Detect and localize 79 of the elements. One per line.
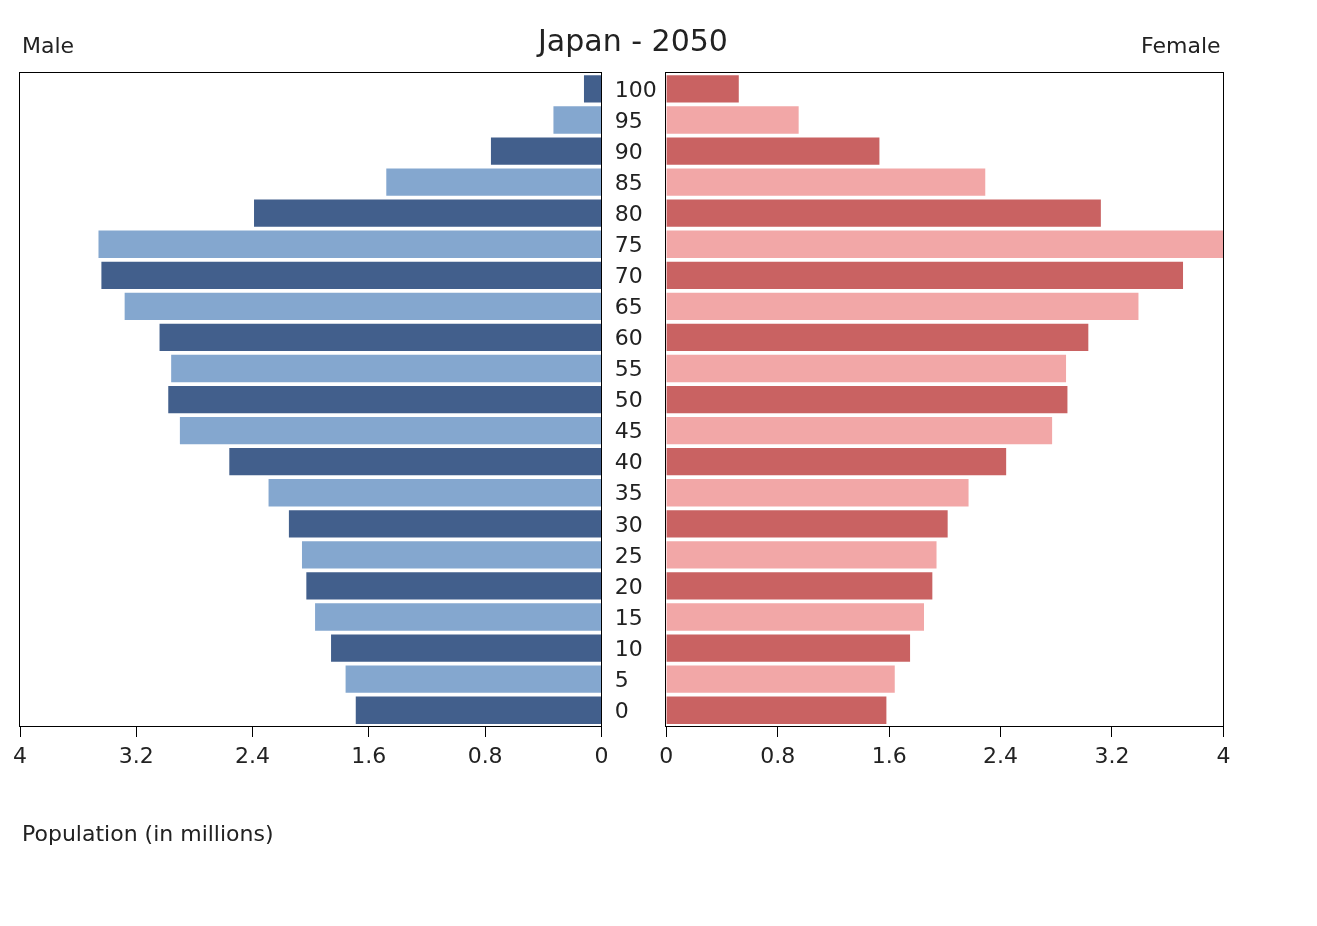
- x-tick-label: 2.4: [235, 743, 271, 769]
- x-tick-label: 2.4: [983, 743, 1019, 769]
- bar: [345, 665, 602, 693]
- bar: [666, 230, 1224, 258]
- y-tick-label: 65: [614, 294, 643, 320]
- bar: [229, 448, 602, 476]
- bar: [666, 323, 1089, 352]
- y-tick-label: 40: [614, 449, 643, 475]
- bar: [355, 696, 602, 724]
- y-tick-label: 95: [614, 107, 643, 133]
- bar: [268, 479, 602, 507]
- chart-title: Male: [22, 33, 75, 58]
- bar: [666, 354, 1067, 383]
- y-tick-label: 10: [614, 635, 643, 661]
- x-tick-label: 4: [1216, 743, 1231, 769]
- bar: [159, 323, 602, 352]
- bar: [306, 572, 602, 600]
- bar: [179, 416, 602, 445]
- bar: [331, 634, 602, 662]
- bar: [490, 137, 602, 165]
- y-tick-label: 75: [614, 231, 643, 257]
- bar: [315, 603, 602, 631]
- y-tick-label: 5: [614, 666, 629, 692]
- bar: [666, 510, 948, 538]
- x-tick-label: 0: [594, 743, 609, 769]
- y-tick-label: 15: [614, 604, 643, 630]
- bar: [666, 479, 969, 507]
- y-tick-label: 45: [614, 418, 643, 444]
- y-tick-label: 85: [614, 169, 643, 195]
- x-tick-label: 0.8: [467, 743, 503, 769]
- bar: [666, 75, 739, 103]
- x-tick-label: 1.6: [871, 743, 907, 769]
- bar: [666, 261, 1184, 289]
- x-tick-label: 3.2: [1094, 743, 1130, 769]
- bar: [666, 603, 924, 631]
- bar: [101, 261, 602, 289]
- y-tick-label: 20: [614, 573, 643, 599]
- bar: [288, 510, 602, 538]
- bar: [168, 385, 602, 414]
- y-tick-label: 90: [614, 138, 643, 164]
- bar: [666, 168, 986, 196]
- bar: [553, 106, 602, 134]
- bar: [666, 416, 1053, 445]
- text: Japan - 2050: [536, 23, 728, 58]
- x-tick-label: 0.8: [760, 743, 796, 769]
- y-tick-label: 60: [614, 325, 643, 351]
- bar: [98, 230, 602, 258]
- bar: [386, 168, 602, 196]
- x-tick-label: 4: [13, 743, 27, 769]
- y-tick-label: 0: [614, 697, 629, 723]
- y-tick-label: 80: [614, 200, 643, 226]
- y-tick-label: 50: [614, 387, 643, 413]
- bar: [583, 75, 602, 103]
- bar: [666, 106, 799, 134]
- bar: [124, 292, 602, 321]
- x-tick-label: 3.2: [118, 743, 154, 769]
- bar: [666, 665, 895, 693]
- bar: [171, 354, 602, 383]
- bar: [666, 137, 880, 165]
- y-tick-label: 25: [614, 542, 643, 568]
- y-tick-label: 30: [614, 511, 643, 537]
- bar: [666, 385, 1068, 414]
- bar: [301, 541, 602, 569]
- bar: [254, 199, 602, 227]
- bar: [666, 572, 933, 600]
- x-tick-label: 0: [659, 743, 674, 769]
- bar: [666, 541, 937, 569]
- x-axis-title: Population (in millions): [22, 821, 274, 846]
- x-tick-label: 1.6: [351, 743, 387, 769]
- bar: [666, 292, 1139, 321]
- bar: [666, 634, 911, 662]
- y-tick-label: 100: [614, 76, 657, 102]
- bar: [666, 199, 1101, 227]
- bar: [666, 448, 1007, 476]
- y-tick-label: 55: [614, 356, 643, 382]
- y-tick-label: 70: [614, 263, 643, 289]
- chart-title: Female: [1141, 33, 1221, 58]
- bar: [666, 696, 887, 724]
- y-tick-label: 35: [614, 480, 643, 506]
